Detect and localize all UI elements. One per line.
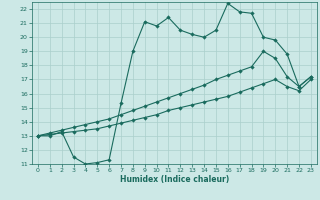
X-axis label: Humidex (Indice chaleur): Humidex (Indice chaleur) (120, 175, 229, 184)
